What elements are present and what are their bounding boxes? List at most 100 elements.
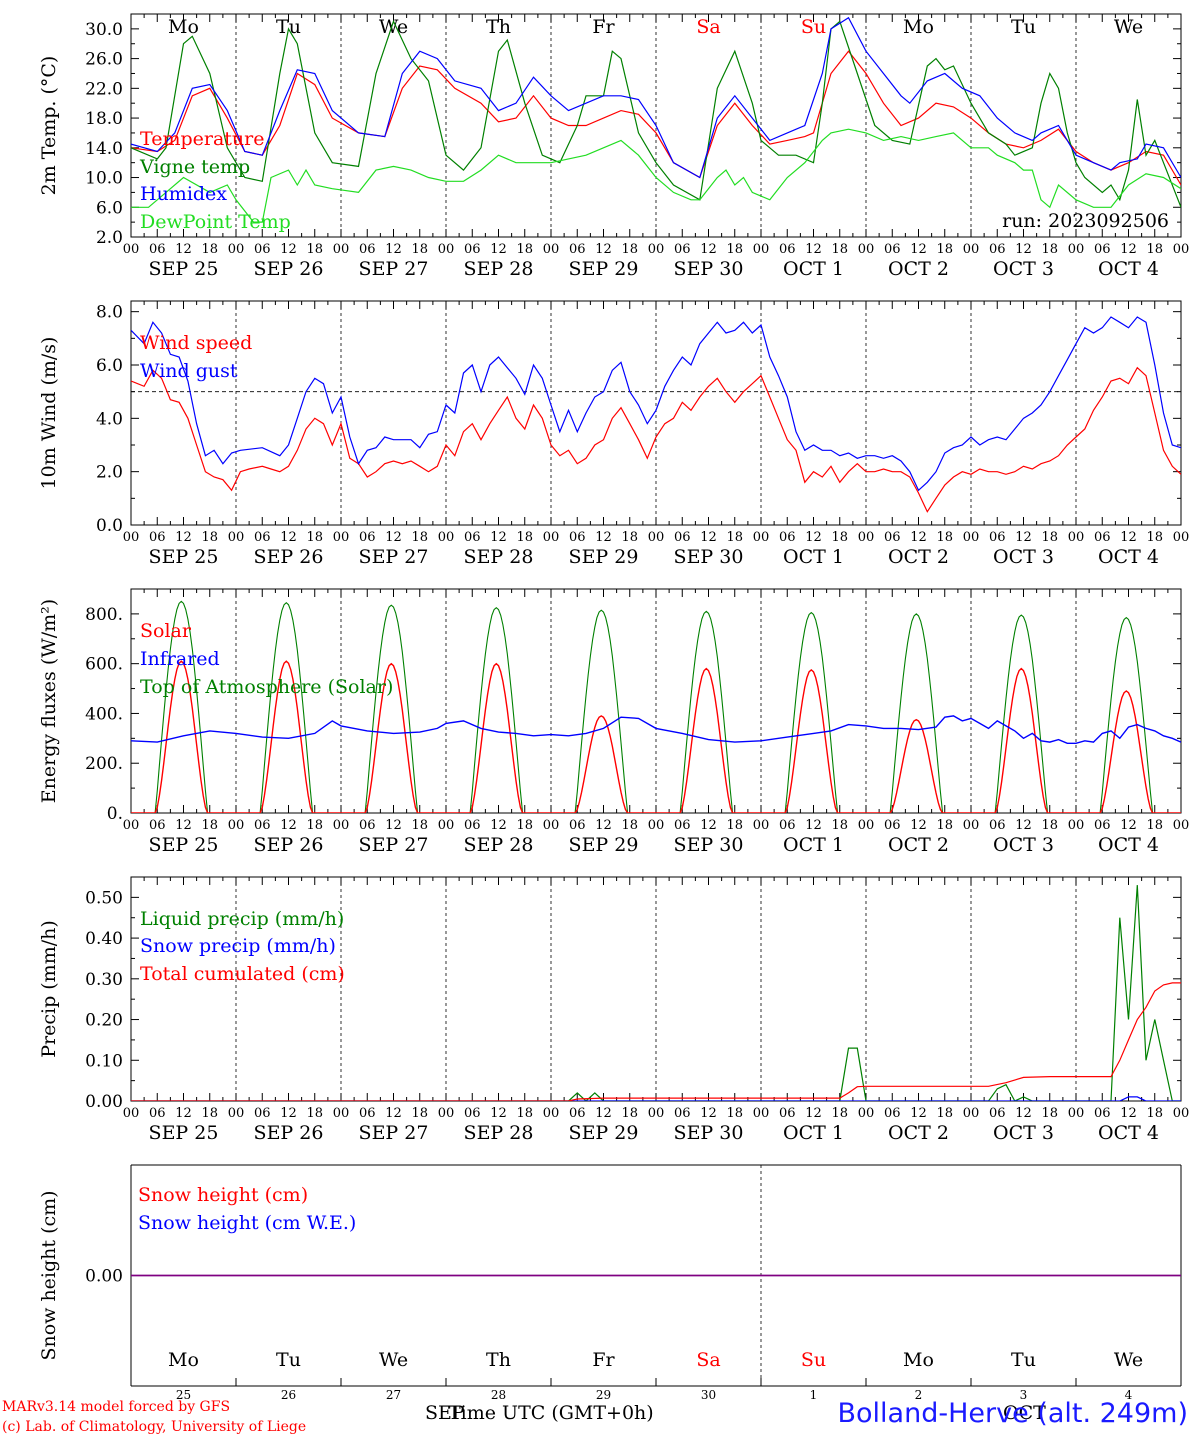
- hour-tick-label: 18: [306, 818, 323, 833]
- y-axis-label: Energy fluxes (W/m²): [38, 599, 60, 803]
- hour-tick-label: 06: [149, 242, 166, 257]
- legend-entry: Wind gust: [140, 360, 238, 382]
- weekday-label: Mo: [168, 16, 199, 38]
- hour-tick-label: 00: [333, 530, 350, 545]
- panel-2: 00 06 12 18 00 06 12 18 00 06 12 18 00 06 12 18 00 06 12 18…: [38, 300, 1189, 568]
- hour-tick-label: 00: [648, 530, 665, 545]
- date-label: OCT 4: [1098, 834, 1159, 856]
- date-label: SEP 27: [359, 546, 429, 568]
- y-tick-label: 4.0: [96, 409, 123, 429]
- month-label-oct: OCT: [1003, 1402, 1046, 1424]
- hour-tick-label: 18: [726, 818, 743, 833]
- hour-tick-label: 12: [175, 530, 192, 545]
- day-number-label: 29: [596, 1388, 611, 1402]
- hour-tick-label: 18: [1146, 818, 1163, 833]
- hour-tick-label: 06: [464, 818, 481, 833]
- date-label: SEP 27: [359, 258, 429, 280]
- hour-tick-label: 00: [333, 818, 350, 833]
- weekday-label: Tu: [1011, 1349, 1036, 1371]
- hour-tick-label: 06: [464, 242, 481, 257]
- hour-tick-label: 00: [438, 530, 455, 545]
- date-label: SEP 30: [674, 834, 744, 856]
- hour-tick-label: 00: [1173, 1106, 1190, 1121]
- hour-tick-label: 18: [306, 1106, 323, 1121]
- hour-tick-label: 12: [1015, 242, 1032, 257]
- hour-tick-label: 18: [516, 818, 533, 833]
- hour-tick-label: 18: [936, 1106, 953, 1121]
- hour-tick-label: 00: [753, 242, 770, 257]
- hour-tick-label: 12: [595, 1106, 612, 1121]
- day-number-label: 4: [1125, 1388, 1133, 1402]
- legend-entry: DewPoint Temp: [140, 211, 291, 233]
- hour-tick-label: 18: [516, 530, 533, 545]
- day-number-label: 3: [1020, 1388, 1028, 1402]
- hour-tick-label: 06: [674, 1106, 691, 1121]
- hour-tick-label: 00: [858, 818, 875, 833]
- date-label: OCT 2: [888, 834, 949, 856]
- weekday-label: Sa: [696, 16, 720, 38]
- hour-tick-label: 00: [1068, 818, 1085, 833]
- legend-entry: Wind speed: [140, 332, 252, 354]
- hour-tick-label: 06: [779, 1106, 796, 1121]
- hour-tick-label: 18: [831, 242, 848, 257]
- weekday-label: We: [379, 16, 408, 38]
- hour-tick-label: 12: [385, 530, 402, 545]
- hour-tick-label: 12: [385, 818, 402, 833]
- hour-tick-label: 06: [569, 818, 586, 833]
- hour-tick-label: 00: [228, 818, 245, 833]
- y-tick-label: 0.30: [85, 970, 123, 990]
- hour-tick-label: 00: [648, 242, 665, 257]
- hour-tick-label: 12: [490, 242, 507, 257]
- hour-tick-label: 06: [1094, 242, 1111, 257]
- hour-tick-label: 06: [254, 818, 271, 833]
- y-tick-label: 800.: [85, 605, 123, 625]
- hour-tick-label: 00: [438, 1106, 455, 1121]
- date-label: SEP 30: [674, 1122, 744, 1144]
- panel-4: 00 06 12 18 00 06 12 18 00 06 12 18 00 06 12 18 00 06 12 18…: [38, 876, 1190, 1144]
- y-tick-label: 10.0: [85, 169, 123, 189]
- hour-tick-label: 00: [333, 242, 350, 257]
- hour-tick-label: 00: [438, 242, 455, 257]
- hour-tick-label: 12: [175, 1106, 192, 1121]
- hour-tick-label: 00: [963, 1106, 980, 1121]
- hour-tick-label: 18: [201, 818, 218, 833]
- date-label: SEP 28: [464, 546, 534, 568]
- y-tick-label: 0.10: [85, 1051, 123, 1071]
- panel-5: Mo 25 Tu 26 We 27 Th 28 Fr 29 Sa 30 Su 1 Mo 2 Tu 3 We 4 0.00…: [38, 1164, 1182, 1402]
- date-label: OCT 1: [783, 546, 844, 568]
- weekday-label: We: [379, 1349, 408, 1371]
- hour-tick-label: 18: [936, 242, 953, 257]
- hour-tick-label: 00: [963, 530, 980, 545]
- hour-tick-label: 18: [411, 1106, 428, 1121]
- date-label: OCT 1: [783, 834, 844, 856]
- hour-tick-label: 00: [543, 530, 560, 545]
- hour-tick-label: 12: [385, 1106, 402, 1121]
- hour-tick-label: 00: [1068, 530, 1085, 545]
- legend-entry: Vigne temp: [139, 156, 250, 178]
- hour-tick-label: 18: [1041, 1106, 1058, 1121]
- hour-tick-label: 00: [543, 818, 560, 833]
- hour-tick-label: 00: [123, 530, 140, 545]
- legend-entry: Temperature: [140, 128, 264, 150]
- hour-tick-label: 06: [779, 818, 796, 833]
- hour-tick-label: 06: [989, 530, 1006, 545]
- y-tick-label: 2.0: [96, 463, 123, 483]
- weekday-label: Sa: [696, 1349, 720, 1371]
- date-label: OCT 3: [993, 834, 1054, 856]
- date-label: SEP 28: [464, 834, 534, 856]
- hour-tick-label: 18: [201, 530, 218, 545]
- hour-tick-label: 18: [831, 1106, 848, 1121]
- series-dewpoint-temp: [131, 128, 1181, 223]
- hour-tick-label: 18: [621, 818, 638, 833]
- hour-tick-label: 06: [149, 818, 166, 833]
- date-label: SEP 29: [569, 258, 639, 280]
- y-tick-label: 8.0: [96, 303, 123, 323]
- hour-tick-label: 06: [884, 818, 901, 833]
- hour-tick-label: 12: [595, 242, 612, 257]
- hour-tick-label: 12: [595, 818, 612, 833]
- hour-tick-label: 18: [201, 1106, 218, 1121]
- date-label: OCT 4: [1098, 546, 1159, 568]
- hour-tick-label: 18: [1041, 530, 1058, 545]
- weekday-label: Fr: [592, 1349, 615, 1371]
- date-label: OCT 2: [888, 258, 949, 280]
